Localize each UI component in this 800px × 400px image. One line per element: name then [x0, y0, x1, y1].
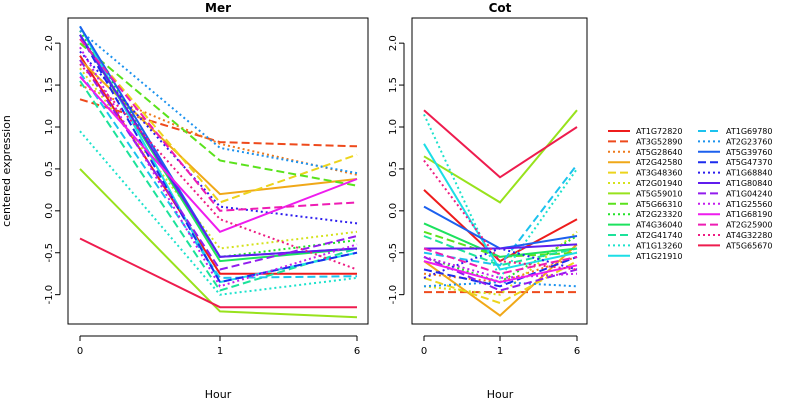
legend-label: AT1G04240 — [726, 189, 772, 198]
legend-label: AT2G41740 — [636, 231, 682, 240]
mer-series-line-at5g66310 — [79, 42, 358, 187]
cot-plot-frame — [411, 17, 588, 325]
cot-x-tick-label: 1 — [497, 346, 503, 357]
cot-series-line-at5g47370 — [423, 255, 578, 288]
mer-x-tick-label: 6 — [354, 346, 360, 357]
cot-series-line-at1g68190 — [423, 260, 578, 284]
mer-y-axis: -1.0 -0.5 0.0 0.5 1.0 1.5 2.0 — [44, 35, 61, 305]
legend-label: AT2G42580 — [636, 158, 682, 167]
cot-series-line-at5g59010 — [423, 109, 578, 204]
mer-series-line-at1g68840 — [79, 50, 358, 225]
legend-label: AT5G47370 — [726, 158, 772, 167]
mer-series-line-at1g69780 — [79, 71, 358, 279]
mer-series-line-at5g47370 — [79, 34, 358, 284]
mer-series-line-at1g25560 — [79, 46, 358, 288]
mer-x-axis: 0 1 6 — [77, 335, 360, 357]
mer-y-tick-label: 0.0 — [44, 203, 55, 219]
legend-label: AT4G36040 — [636, 221, 682, 230]
mer-series-line-at1g68190 — [79, 76, 358, 233]
cot-y-tick-label: 1.5 — [388, 77, 399, 93]
mer-series-line-at5g59010 — [79, 168, 358, 319]
legend-label: AT5G28640 — [636, 148, 682, 157]
cot-x-tick-label: 6 — [574, 346, 580, 357]
legend-label: AT1G80840 — [726, 179, 772, 188]
cot-y-tick-label: 0.5 — [388, 161, 399, 177]
mer-y-tick-label: 1.5 — [44, 77, 55, 93]
mer-y-tick-label: 2.0 — [44, 35, 55, 51]
mer-series-line-at1g80840 — [79, 34, 358, 258]
cot-panel: Cot -1.0 -0.5 0.0 0.5 1.0 1.5 2.0 0 1 6 Hour — [388, 1, 588, 400]
mer-y-tick-label: -1.0 — [44, 285, 55, 305]
cot-series-line-at2g42580 — [423, 243, 578, 317]
cot-series-line-at1g13260 — [423, 113, 578, 280]
cot-series-line-at2g41740 — [423, 235, 578, 267]
mer-series-line-at2g25900 — [79, 38, 358, 212]
mer-y-tick-label: -0.5 — [44, 243, 55, 263]
cot-x-axis-title: Hour — [487, 388, 514, 400]
legend-label: AT1G69780 — [726, 127, 772, 136]
legend-label: AT5G65670 — [726, 241, 772, 250]
cot-series-line-at4g32280 — [423, 159, 578, 271]
cot-y-tick-label: 2.0 — [388, 35, 399, 51]
mer-x-tick-label: 1 — [217, 346, 223, 357]
legend-label: AT2G25900 — [726, 221, 772, 230]
legend-label: AT5G39760 — [726, 148, 772, 157]
mer-series-lines — [79, 25, 358, 319]
cot-y-tick-label: 0.0 — [388, 203, 399, 219]
legend-label: AT3G52890 — [636, 137, 682, 146]
legend-label: AT1G25560 — [726, 200, 772, 209]
cot-series-line-at2g25900 — [423, 247, 578, 275]
mer-y-tick-label: 0.5 — [44, 161, 55, 177]
legend-label: AT4G32280 — [726, 231, 772, 240]
cot-x-axis: 0 1 6 — [421, 335, 580, 357]
y-axis-title: centered expression — [0, 115, 13, 227]
mer-series-line-at5g65670 — [79, 237, 357, 309]
cot-y-tick-label: -0.5 — [388, 243, 399, 263]
mer-plot-frame — [67, 17, 369, 325]
cot-series-line-at5g66310 — [423, 230, 578, 258]
cot-y-tick-label: 1.0 — [388, 119, 399, 135]
cot-y-axis: -1.0 -0.5 0.0 0.5 1.0 1.5 2.0 — [388, 35, 405, 305]
cot-series-line-at4g36040 — [423, 222, 578, 258]
mer-x-axis-title: Hour — [205, 388, 232, 400]
cot-series-line-at1g25560 — [423, 255, 578, 279]
mer-panel: Mer -1.0 -0.5 0.0 0.5 1.0 1.5 2.0 0 1 6 Hour — [44, 1, 369, 400]
cot-x-tick-label: 0 — [421, 346, 427, 357]
cot-series-line-at2g01940 — [423, 231, 578, 296]
cot-series-line-at1g21910 — [423, 143, 578, 271]
mer-panel-title: Mer — [205, 1, 231, 15]
mer-series-line-at2g41740 — [79, 80, 358, 292]
mer-series-line-at1g13260 — [79, 130, 358, 296]
legend-label: AT3G48360 — [636, 169, 682, 178]
legend-label: AT1G68190 — [726, 210, 772, 219]
mer-series-line-at2g42580 — [79, 59, 358, 196]
legend-label: AT5G66310 — [636, 200, 682, 209]
legend-label: AT1G21910 — [636, 252, 682, 261]
legend-label: AT2G01940 — [636, 179, 682, 188]
cot-series-line-at1g80840 — [424, 243, 578, 250]
mer-series-line-at4g36040 — [79, 34, 358, 263]
cot-y-tick-label: -1.0 — [388, 285, 399, 305]
legend-label: AT1G72820 — [636, 127, 682, 136]
mer-series-line-at1g21910 — [79, 25, 358, 284]
cot-panel-title: Cot — [489, 1, 512, 15]
mer-x-tick-label: 0 — [77, 346, 83, 357]
mer-series-line-at2g23760 — [79, 29, 358, 175]
mer-series-line-at4g32280 — [79, 63, 358, 271]
cot-series-line-at5g65670 — [423, 109, 578, 179]
legend-label: AT2G23760 — [726, 137, 772, 146]
legend-label: AT1G13260 — [636, 241, 682, 250]
cot-series-lines — [423, 109, 578, 317]
legend-label: AT1G68840 — [726, 169, 772, 178]
legend-label: AT5G59010 — [636, 189, 682, 198]
cot-series-line-at5g39760 — [423, 205, 578, 250]
legend-label: AT2G23320 — [636, 210, 682, 219]
mer-y-tick-label: 1.0 — [44, 119, 55, 135]
